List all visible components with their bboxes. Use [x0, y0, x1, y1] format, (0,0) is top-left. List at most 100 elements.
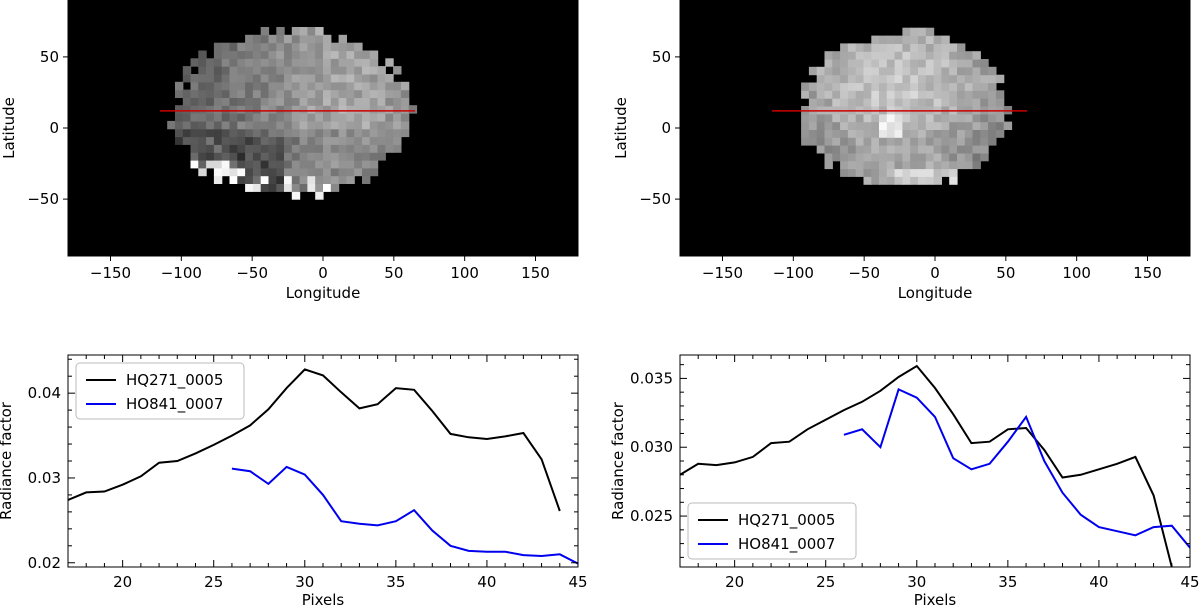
map-cell: [213, 42, 223, 52]
map-cell: [894, 129, 903, 138]
map-cell: [213, 144, 223, 153]
map-cell: [980, 137, 989, 146]
map-cell: [949, 113, 958, 123]
map-cell: [252, 120, 262, 130]
map-cell: [291, 175, 301, 184]
map-cell: [824, 66, 833, 76]
x-tick-label: 50: [384, 264, 403, 282]
map-cell: [175, 128, 184, 138]
map-cell: [972, 145, 981, 154]
map-cell: [299, 128, 308, 138]
map-cell: [964, 152, 974, 162]
map-cell: [393, 144, 402, 153]
map-cell: [338, 74, 347, 83]
map-cell: [284, 128, 293, 138]
map-cell: [949, 121, 958, 130]
map-cell: [260, 113, 270, 122]
map-cell: [252, 50, 262, 59]
map-cell: [221, 74, 231, 83]
map-cell: [972, 152, 981, 162]
map-cell: [894, 121, 903, 130]
map-cell: [855, 98, 865, 107]
map-cell: [879, 59, 888, 68]
map-cell: [832, 129, 841, 138]
map-cell: [221, 105, 231, 114]
map-cell: [315, 113, 324, 122]
map-cell: [949, 82, 958, 91]
map-cell: [206, 128, 215, 138]
map-cell: [972, 129, 981, 138]
map-cell: [354, 105, 363, 114]
map-cell: [330, 152, 340, 161]
map-cell: [863, 90, 872, 99]
map-cell: [894, 176, 903, 185]
map-cell: [245, 34, 254, 44]
map-cell: [886, 74, 896, 84]
map-cell: [941, 152, 950, 162]
map-cell: [980, 152, 989, 162]
map-cell: [291, 113, 301, 122]
map-cell: [198, 89, 207, 98]
x-tick-label: 20: [725, 573, 744, 591]
map-cell: [910, 43, 919, 52]
map-cell: [879, 145, 888, 154]
y-tick-label: 0.03: [28, 469, 61, 487]
map-cell: [980, 66, 989, 76]
map-cell: [307, 74, 316, 83]
map-cell: [338, 34, 347, 44]
map-cell: [918, 51, 927, 60]
map-cell: [964, 145, 974, 154]
map-cell: [902, 43, 911, 52]
map-cell: [284, 160, 293, 169]
map-cell: [276, 105, 285, 114]
map-cell: [362, 97, 371, 106]
map-cell: [323, 105, 332, 114]
map-cell: [964, 82, 974, 91]
map-cell: [894, 152, 903, 162]
map-cell: [198, 167, 207, 177]
map-cell: [824, 74, 833, 84]
map-cell: [949, 145, 958, 154]
map-cell: [276, 42, 285, 52]
map-cell: [245, 144, 254, 153]
map-cell: [949, 137, 958, 146]
map-cell: [299, 50, 308, 59]
map-cell: [213, 175, 223, 184]
map-cell: [933, 98, 942, 107]
map-cell: [988, 90, 997, 99]
map-cell: [980, 129, 989, 138]
map-cell: [871, 90, 880, 99]
x-tick-label: 150: [521, 264, 550, 282]
map-cell: [237, 128, 246, 138]
map-cell: [886, 152, 896, 162]
map-cell: [198, 120, 207, 130]
map-cell: [323, 175, 332, 184]
map-cell: [245, 160, 254, 169]
map-cell: [190, 120, 199, 130]
map-cell: [284, 34, 293, 44]
map-cell: [307, 152, 316, 161]
map-cell: [182, 113, 192, 122]
map-cell: [237, 58, 246, 67]
map-cell: [910, 51, 919, 60]
map-cell: [330, 58, 340, 67]
map-cell: [964, 59, 974, 68]
map-cell: [315, 152, 324, 161]
x-tick-label: 25: [816, 573, 835, 591]
map-cell: [957, 152, 966, 162]
map-cell: [315, 175, 324, 184]
map-cell: [362, 144, 371, 153]
map-cell: [995, 113, 1005, 123]
map-cell: [245, 113, 254, 122]
map-cell: [268, 89, 277, 98]
map-cell: [980, 59, 989, 68]
map-cell: [346, 175, 355, 184]
map-cell: [276, 152, 285, 161]
map-cell: [840, 66, 849, 76]
map-cell: [252, 34, 262, 44]
map-cell: [354, 89, 363, 98]
map-cell: [213, 167, 223, 177]
map-cell: [377, 66, 386, 75]
series-line-HQ271_0005: [680, 364, 1173, 567]
map-cell: [175, 113, 184, 122]
